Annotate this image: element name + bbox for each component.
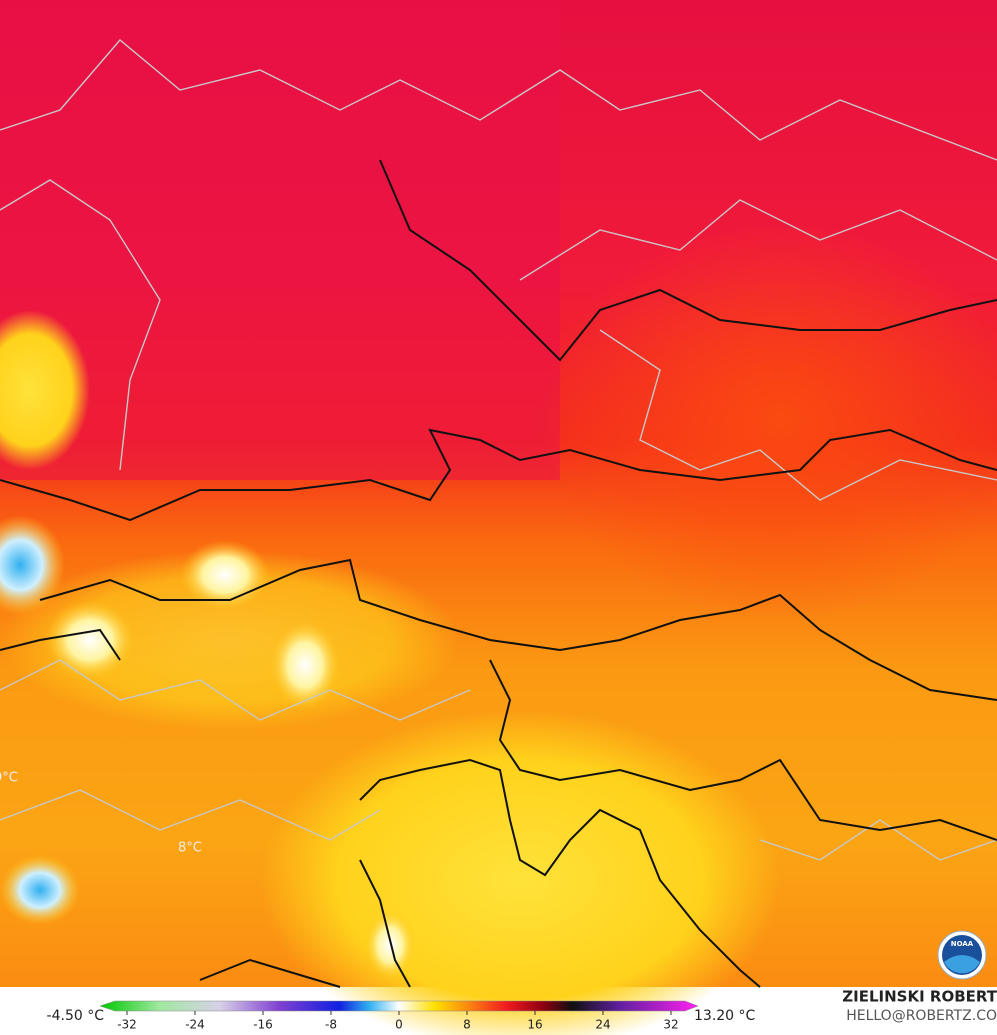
logo-wave [944, 955, 980, 974]
tick-label: -24 [185, 1018, 205, 1032]
tick-label: 0 [395, 1018, 403, 1032]
alpine-zone [0, 550, 460, 730]
colorbar [99, 1000, 699, 1012]
cold-spot [0, 855, 80, 925]
tick-label: 32 [663, 1018, 678, 1032]
region-borders [0, 39, 997, 861]
warm-spot [0, 310, 90, 470]
noaa-logo: NOAA [937, 930, 987, 980]
cold-spot [270, 620, 340, 710]
logo-text: NOAA [951, 940, 974, 948]
warm-zone [540, 220, 997, 620]
tick-label: 24 [595, 1018, 610, 1032]
map-label: 9°C [0, 771, 18, 786]
credit-author: ZIELINSKI ROBERT [842, 988, 997, 1006]
max-label: 13.20 °C [694, 1008, 756, 1024]
tick-label: 16 [527, 1018, 542, 1032]
legend: -4.50 °C 13.20 °C -32 -24 -16 -8 0 8 16 24 32 [47, 1000, 756, 1032]
country-borders [0, 159, 997, 988]
tick-label: -32 [117, 1018, 137, 1032]
map-label: 8°C [178, 841, 202, 856]
credit-contact: HELLO@ROBERTZ.CO [846, 1008, 997, 1024]
cold-spot [0, 515, 65, 615]
cold-spot [365, 910, 415, 980]
tick-label: -8 [325, 1018, 337, 1032]
min-label: -4.50 °C [47, 1008, 105, 1024]
cold-spot [45, 600, 135, 680]
tick-label: -16 [253, 1018, 273, 1032]
tick-label: 8 [463, 1018, 471, 1032]
